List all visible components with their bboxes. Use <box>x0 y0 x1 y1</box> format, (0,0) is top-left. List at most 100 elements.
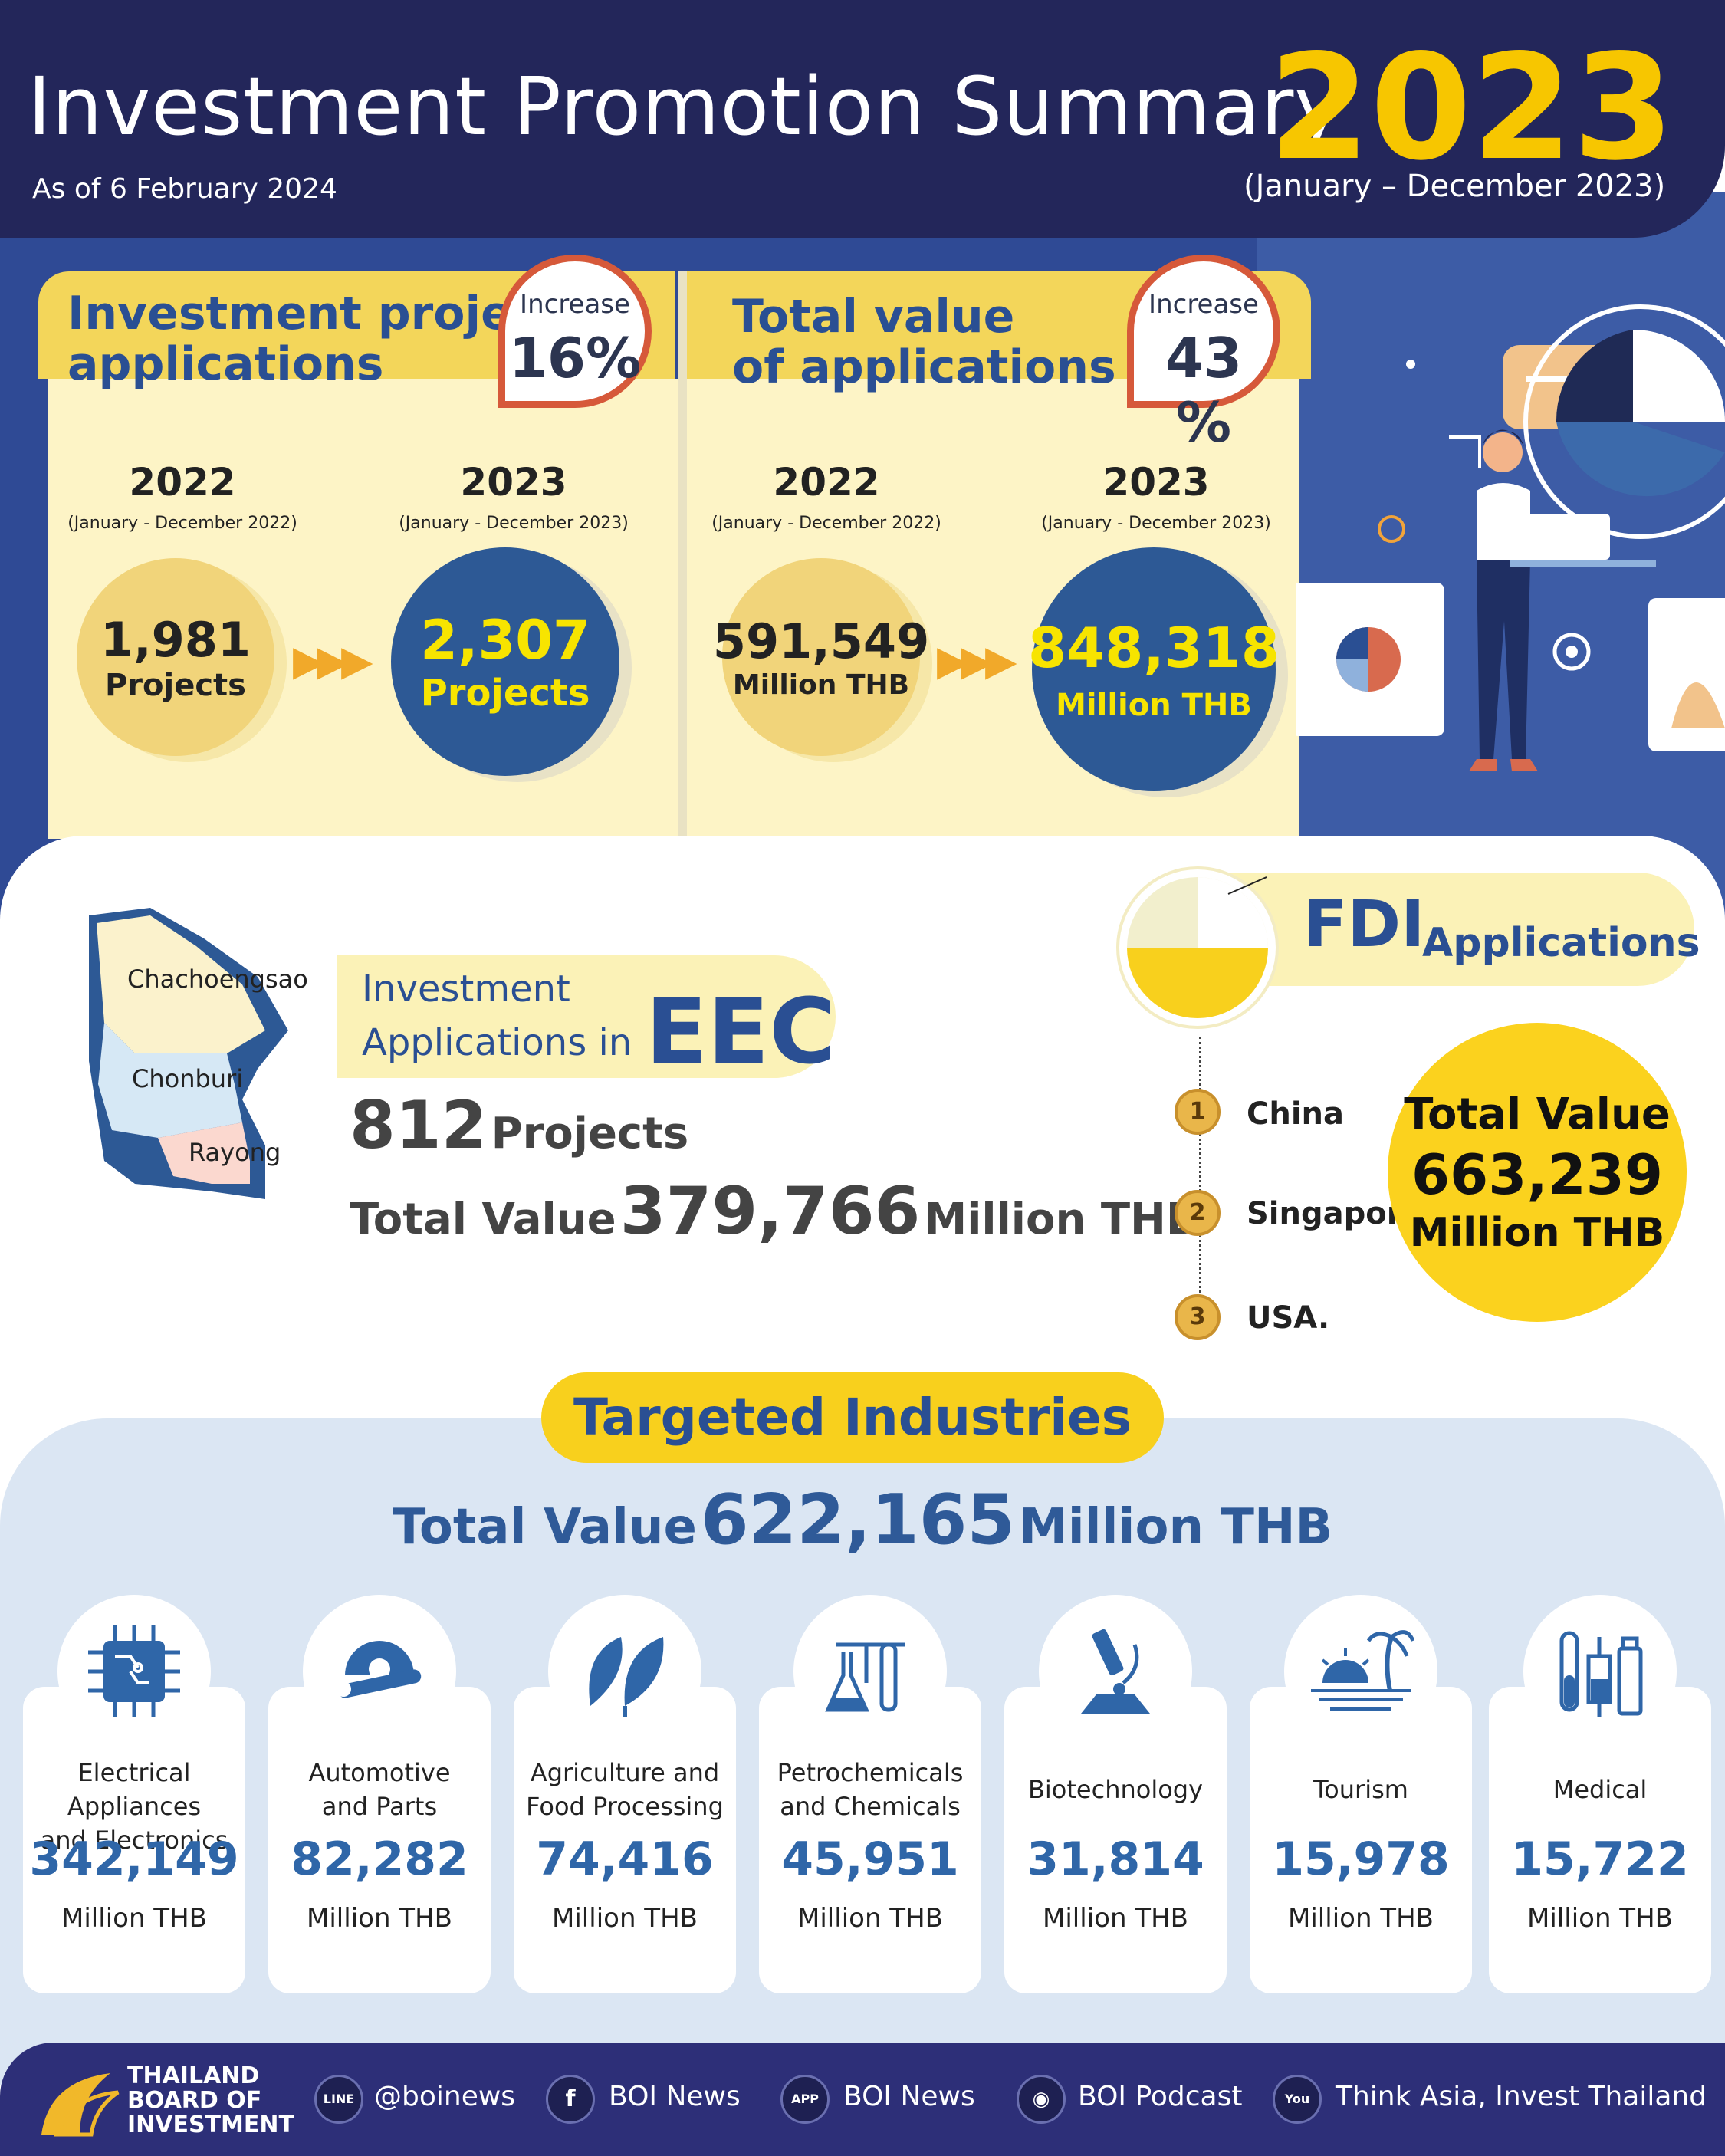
applications-prev-circle: 1,981 Projects <box>77 558 274 756</box>
value-increase-badge: Increase 43 % <box>1127 255 1280 455</box>
applications-cur-unit: Projects <box>420 672 590 715</box>
app-icon: APP <box>780 2075 830 2124</box>
medical-vials-icon <box>1523 1595 1677 1748</box>
applications-prev-year: 2022 <box>129 460 236 504</box>
targeted-total-label: Total Value <box>392 1499 697 1556</box>
fdi-country-3: USA. <box>1247 1300 1330 1336</box>
report-period: (January – December 2023) <box>1244 169 1666 204</box>
value-prev-value: 591,549 <box>712 613 930 669</box>
as-of-date: As of 6 February 2024 <box>32 173 337 205</box>
industry-name: Tourism <box>1250 1773 1472 1806</box>
industry-unit: Million THB <box>61 1903 207 1934</box>
wrench-gear-icon <box>303 1595 456 1748</box>
industry-name: Medical <box>1489 1773 1711 1806</box>
industry-unit: Million THB <box>1043 1903 1188 1934</box>
targeted-total-value: 622,165 <box>701 1480 1015 1560</box>
footer-link-facebook[interactable]: BOI News <box>609 2081 741 2112</box>
industry-name-line1: Agriculture and <box>530 1758 720 1787</box>
eec-total-number: 379,766 <box>619 1173 921 1250</box>
boi-logo-text: THAILAND BOARD OF INVESTMENT <box>127 2064 294 2138</box>
industry-name-line1: Petrochemicals <box>777 1758 964 1787</box>
targeted-title-pill: Targeted Industries <box>541 1372 1164 1463</box>
analyst-illustration-icon <box>1296 304 1725 771</box>
line-icon: LINE <box>314 2075 363 2124</box>
industry-name: Petrochemicals and Chemicals <box>759 1756 981 1823</box>
industry-name-line1: Electrical Appliances <box>67 1758 202 1821</box>
eec-map-icon <box>89 908 288 1199</box>
map-label-chonburi: Chonburi <box>132 1064 244 1093</box>
industry-unit: Million THB <box>1527 1903 1673 1934</box>
eec-projects-value: 812 <box>350 1087 488 1164</box>
industry-name-line1: Automotive <box>308 1758 451 1787</box>
industry-value: 342,149 <box>29 1832 239 1886</box>
industry-name-line2: and Chemicals <box>780 1792 961 1821</box>
leaf-icon <box>548 1595 702 1748</box>
industry-unit: Million THB <box>552 1903 698 1934</box>
fdi-total-circle: Total Value 663,239 Million THB <box>1388 1023 1687 1322</box>
map-label-rayong: Rayong <box>189 1138 281 1167</box>
logo-line1: THAILAND <box>127 2062 260 2089</box>
header: Investment Promotion Summary As of 6 Feb… <box>0 0 1725 238</box>
footer: THAILAND BOARD OF INVESTMENT LINE @boine… <box>0 2043 1725 2156</box>
eec-title-line1: Investment <box>362 968 570 1011</box>
applications-title: Investment project applications <box>67 288 561 389</box>
footer-link-app[interactable]: BOI News <box>843 2081 975 2112</box>
badge-value: 43 % <box>1165 326 1243 455</box>
value-prev-period: (January - December 2022) <box>711 514 941 533</box>
medal-3-icon: 3 <box>1175 1294 1221 1340</box>
value-cur-unit: Million THB <box>1056 688 1252 723</box>
applications-cur-period: (January - December 2023) <box>399 514 629 533</box>
industry-name-line2: Food Processing <box>526 1792 724 1821</box>
fdi-connector-line <box>1199 1037 1201 1297</box>
applications-prev-value: 1,981 <box>100 611 251 668</box>
eec-total-unit: Million THB <box>924 1195 1199 1244</box>
industry-value: 15,722 <box>1511 1832 1689 1886</box>
facebook-icon: f <box>546 2075 595 2124</box>
eec-projects: 812 Projects <box>350 1087 688 1164</box>
fdi-title-small: Applications <box>1422 920 1700 966</box>
targeted-total: Total Value 622,165 Million THB <box>0 1480 1725 1560</box>
industry-value: 74,416 <box>536 1832 714 1886</box>
industry-value: 15,978 <box>1272 1832 1450 1886</box>
fdi-total-unit: Million THB <box>1409 1209 1665 1256</box>
industry-name: Agriculture and Food Processing <box>514 1756 736 1823</box>
map-label-chachoengsao: Chachoengsao <box>127 965 308 994</box>
applications-cur-circle: 2,307 Projects <box>391 547 619 776</box>
medal-1-icon: 1 <box>1175 1089 1221 1135</box>
youtube-icon: You <box>1273 2075 1322 2124</box>
fdi-total-value: 663,239 <box>1411 1142 1663 1207</box>
lab-flask-icon <box>794 1595 947 1748</box>
eec-projects-unit: Projects <box>491 1109 689 1159</box>
report-year: 2023 <box>1269 23 1674 192</box>
applications-cur-value: 2,307 <box>420 609 590 672</box>
value-cur-year: 2023 <box>1102 460 1210 504</box>
applications-title-line1: Investment project <box>67 287 562 340</box>
footer-link-line[interactable]: @boinews <box>374 2081 516 2112</box>
card-divider <box>678 271 687 839</box>
badge-value: 16% <box>508 326 642 390</box>
value-cur-period: (January - December 2023) <box>1041 514 1271 533</box>
targeted-title: Targeted Industries <box>573 1388 1132 1447</box>
arrows-icon: ▶▶▶ <box>937 636 1017 685</box>
footer-link-youtube[interactable]: Think Asia, Invest Thailand <box>1336 2081 1707 2112</box>
eec-total-label: Total Value <box>350 1195 616 1244</box>
industry-value: 31,814 <box>1027 1832 1204 1886</box>
industry-name: Electrical Appliances and Electronics <box>23 1756 245 1857</box>
value-cur-circle: 848,318 Million THB <box>1028 547 1280 791</box>
eec-title-pill <box>337 955 836 1078</box>
applications-increase-badge: Increase 16% <box>498 255 652 408</box>
industry-name: Biotechnology <box>1004 1773 1227 1806</box>
industry-name-line1: Tourism <box>1313 1775 1408 1804</box>
eec-title-line2: Applications in <box>362 1021 632 1064</box>
microscope-icon <box>1039 1595 1192 1748</box>
industry-unit: Million THB <box>797 1903 943 1934</box>
footer-link-podcast[interactable]: BOI Podcast <box>1078 2081 1243 2112</box>
arrows-icon: ▶▶▶ <box>293 636 373 685</box>
fdi-title-big: FDI <box>1303 886 1425 961</box>
industry-unit: Million THB <box>1288 1903 1434 1934</box>
applications-prev-unit: Projects <box>104 667 246 703</box>
industry-name-line1: Medical <box>1552 1775 1648 1804</box>
badge-label: Increase <box>520 289 630 320</box>
value-prev-year: 2022 <box>773 460 880 504</box>
value-title: Total value of applications <box>732 291 1116 393</box>
